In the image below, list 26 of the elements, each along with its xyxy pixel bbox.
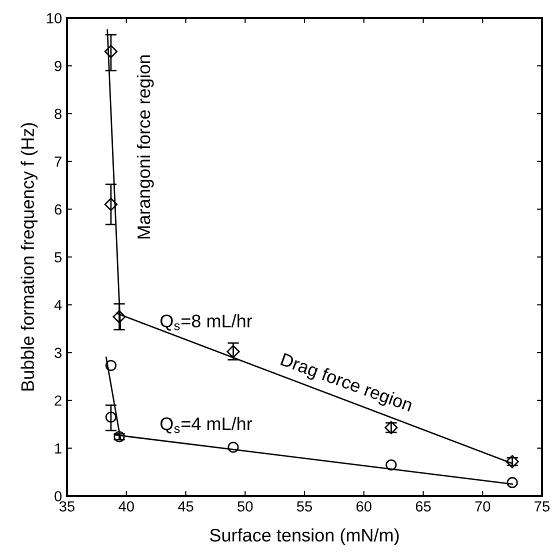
y-tick-label: 10 bbox=[47, 13, 62, 24]
x-tick-label: 60 bbox=[356, 501, 372, 512]
series-label: Q$_{s}$=8 mL/hr bbox=[160, 314, 252, 331]
y-tick-label: 5 bbox=[54, 252, 62, 262]
x-tick-label: 65 bbox=[416, 501, 431, 512]
series-label: Q$_{s}$=4 mL/hr bbox=[160, 416, 252, 434]
y-tick-label: 3 bbox=[54, 348, 62, 358]
x-tick-label: 75 bbox=[534, 501, 550, 512]
annotation: Marangoni force region bbox=[136, 55, 154, 238]
x-tick-label: 35 bbox=[59, 501, 74, 512]
y-tick-label: 9 bbox=[54, 60, 62, 72]
y-tick-label: 8 bbox=[54, 108, 62, 120]
x-tick-label: 70 bbox=[475, 501, 490, 512]
y-tick-label: 6 bbox=[54, 204, 62, 215]
x-tick-label: 50 bbox=[238, 501, 253, 512]
y-tick-label: 7 bbox=[54, 156, 62, 167]
x-axis-title: Surface tension (mN/m) bbox=[210, 528, 399, 546]
x-tick-label: 55 bbox=[296, 501, 312, 512]
y-tick-label: 0 bbox=[54, 491, 62, 502]
y-axis-title: Bubble formation frequency f (Hz) bbox=[20, 123, 38, 390]
x-tick-label: 40 bbox=[118, 501, 134, 512]
annotation: Drag force region bbox=[279, 352, 414, 416]
y-tick-label: 2 bbox=[54, 396, 62, 406]
x-tick-label: 45 bbox=[178, 501, 194, 512]
y-tick-label: 4 bbox=[54, 300, 62, 310]
y-tick-label: 1 bbox=[55, 443, 62, 454]
